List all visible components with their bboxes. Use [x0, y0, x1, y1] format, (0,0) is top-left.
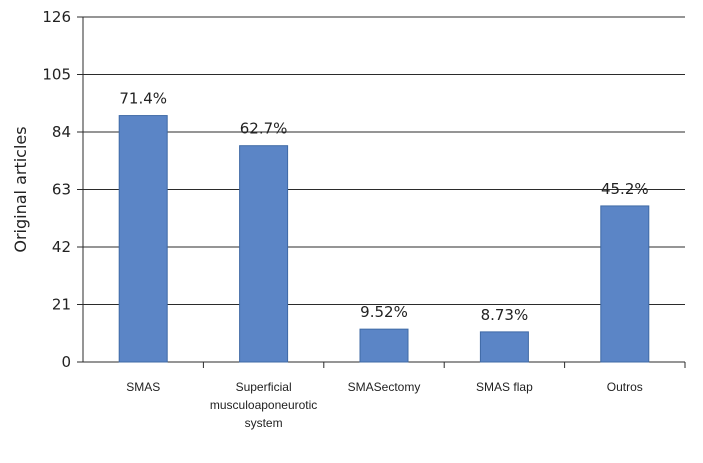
x-category-label-line: SMASectomy: [348, 380, 421, 394]
y-axis-title: Original articles: [11, 126, 30, 252]
x-category-label: Superficial musculoaponeurotic system: [210, 380, 317, 430]
x-category-label-line: musculoaponeurotic: [210, 398, 317, 412]
x-category-label-line: SMAS flap: [476, 380, 533, 394]
x-category-label-line: system: [245, 416, 283, 430]
y-tick-label: 126: [42, 8, 71, 26]
bar: [359, 328, 409, 363]
x-category-label-line: Outros: [607, 380, 643, 394]
x-category-label: SMASectomy: [348, 380, 421, 394]
y-tick-label: 42: [52, 238, 71, 256]
data-label: 71.4%: [119, 90, 167, 108]
data-label: 8.73%: [481, 306, 529, 324]
x-category-label-line: Superficial: [236, 380, 292, 394]
bar: [239, 145, 289, 363]
y-tick-label: 84: [52, 123, 71, 141]
labels: 0 21 42 63 84 105 126 71.4% SMAS 62.7% Superficial…: [11, 8, 649, 430]
x-category-label-line: SMAS: [126, 380, 160, 394]
y-tick-label: 105: [42, 66, 71, 84]
y-tick-label: 0: [61, 353, 71, 371]
x-category-label: SMAS flap: [476, 380, 533, 394]
y-tick-label: 63: [52, 181, 71, 199]
bars: [118, 115, 650, 363]
bar: [479, 331, 529, 363]
x-category-label: SMAS: [126, 380, 160, 394]
bar: [600, 205, 650, 363]
data-label: 45.2%: [601, 180, 649, 198]
data-label: 62.7%: [240, 120, 288, 138]
data-label: 9.52%: [360, 303, 408, 321]
gridlines: [83, 16, 685, 305]
y-tick-label: 21: [52, 296, 71, 314]
x-category-label: Outros: [607, 380, 643, 394]
bar: [118, 115, 168, 363]
